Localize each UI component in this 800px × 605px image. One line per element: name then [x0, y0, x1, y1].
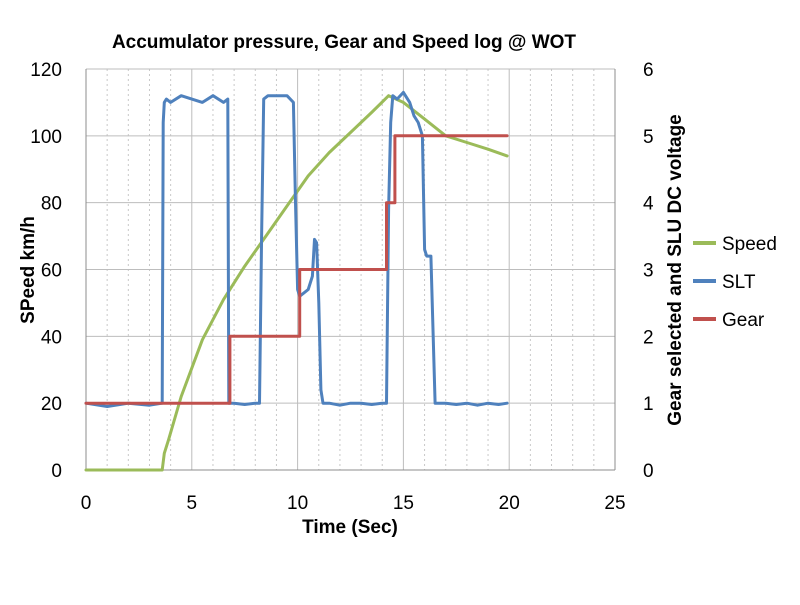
legend-label-speed: Speed: [722, 234, 777, 255]
y-tick-label: 60: [41, 261, 62, 282]
series-line-slt: [84, 90, 509, 408]
chart-title: Accumulator pressure, Gear and Speed log…: [112, 32, 576, 53]
series-layer: [84, 90, 509, 472]
series-line-speed: [84, 94, 509, 472]
y-axis-label: SPeed km/h: [18, 216, 39, 324]
y-tick-label: 0: [51, 461, 62, 482]
y2-tick-label: 0: [643, 461, 654, 482]
x-tick-label: 15: [393, 493, 414, 514]
y2-tick-label: 5: [643, 127, 654, 148]
legend-label-slt: SLT: [722, 272, 756, 293]
x-tick-label: 0: [81, 493, 92, 514]
y2-tick-label: 1: [643, 394, 654, 415]
x-tick-label: 20: [499, 493, 520, 514]
y2-tick-label: 4: [643, 194, 654, 215]
y-tick-label: 20: [41, 394, 62, 415]
y2-tick-label: 6: [643, 60, 654, 81]
y2-tick-label: 2: [643, 327, 654, 348]
ticks: 0 5 10 15 20 25 0 20 40 60 80 100 120 0 1 2 3 4 5 6: [30, 60, 654, 514]
x-tick-label: 10: [287, 493, 308, 514]
y2-axis-label: Gear selected and SLU DC voltage: [665, 114, 686, 426]
y2-tick-label: 3: [643, 261, 654, 282]
y-tick-label: 100: [30, 127, 62, 148]
x-tick-label: 5: [187, 493, 198, 514]
legend: Speed SLT Gear: [693, 234, 777, 331]
y-tick-label: 40: [41, 327, 62, 348]
series-line-gear: [84, 134, 509, 405]
y-tick-label: 120: [30, 60, 62, 81]
legend-label-gear: Gear: [722, 310, 765, 331]
y-tick-label: 80: [41, 194, 62, 215]
x-axis-label: Time (Sec): [302, 517, 398, 538]
x-tick-label: 25: [604, 493, 625, 514]
